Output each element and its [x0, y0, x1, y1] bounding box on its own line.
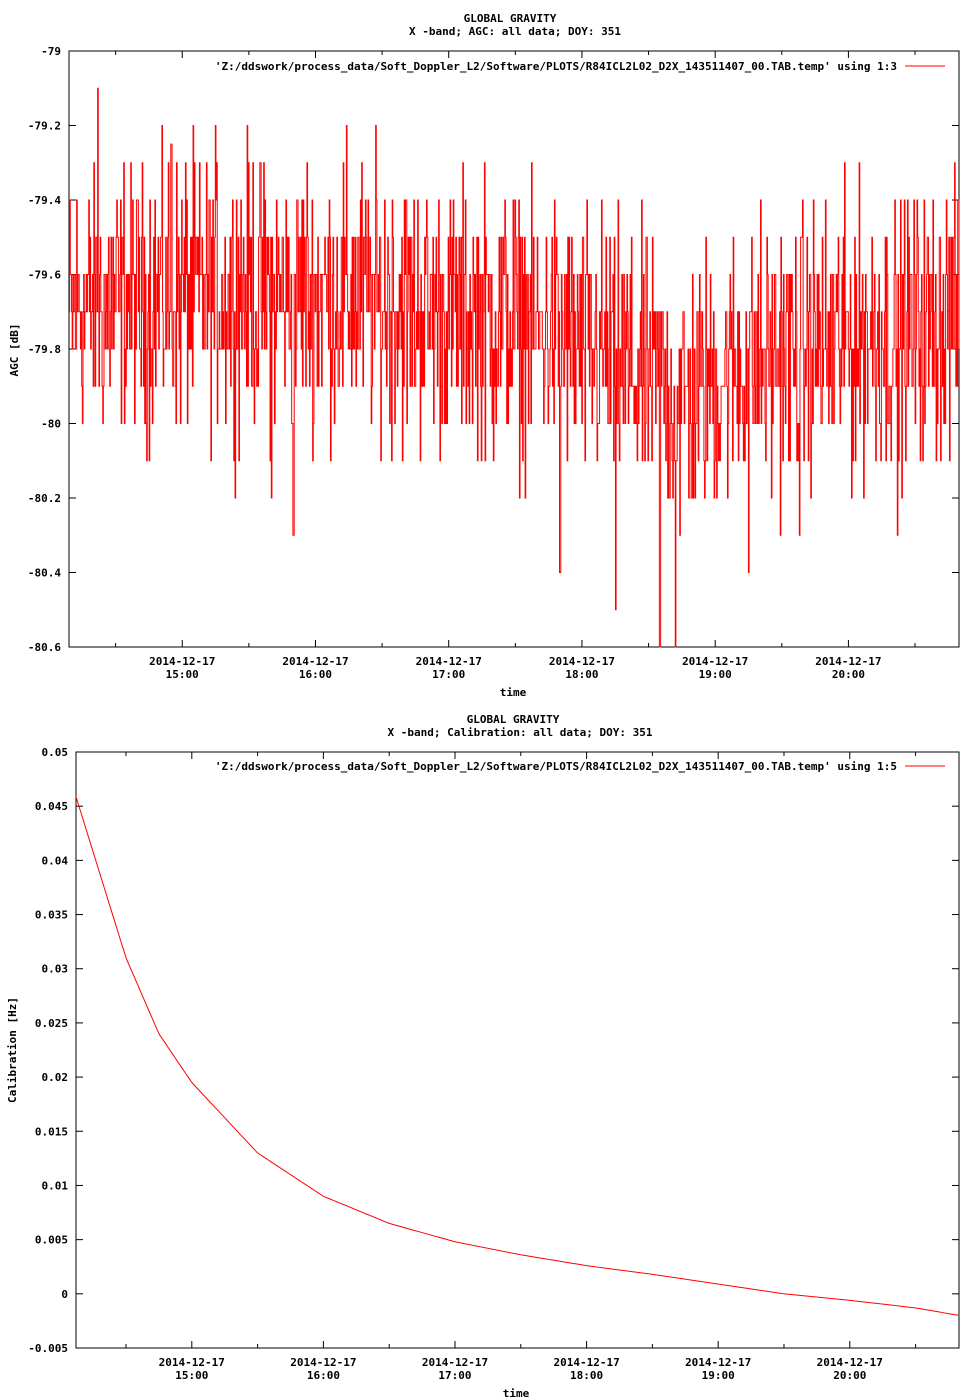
calibration-y-tick-label: -0.005	[28, 1342, 68, 1355]
calibration-y-tick-label: 0.035	[35, 909, 68, 922]
calibration-legend-label: 'Z:/ddswork/process_data/Soft_Doppler_L2…	[215, 760, 897, 773]
calibration-chart: GLOBAL GRAVITY X -band; Calibration: all…	[0, 700, 980, 1400]
calibration-y-tick-label: 0.05	[42, 746, 69, 759]
calibration-y-tick-label: 0.015	[35, 1125, 68, 1138]
calibration-plot-border	[75, 751, 960, 1349]
calibration-x-tick-time: 17:00	[438, 1369, 471, 1382]
agc-chart-subtitle: X -band; AGC: all data; DOY: 351	[409, 25, 621, 38]
agc-x-tick-time: 17:00	[432, 668, 465, 681]
calibration-x-axis-label: time	[503, 1387, 530, 1400]
agc-x-tick-time: 15:00	[166, 668, 199, 681]
agc-x-tick-date: 2014-12-17	[416, 655, 482, 668]
calibration-x-tick-date: 2014-12-17	[159, 1356, 225, 1369]
calibration-y-tick-label: 0.01	[42, 1179, 69, 1192]
agc-chart-svg: GLOBAL GRAVITY X -band; AGC: all data; D…	[8, 12, 960, 699]
agc-y-tick-label: -79.6	[28, 269, 61, 282]
calibration-y-tick-label: 0.005	[35, 1234, 68, 1247]
agc-y-tick-label: -79.4	[28, 194, 61, 207]
calibration-x-tick-date: 2014-12-17	[553, 1356, 619, 1369]
calibration-series-line	[75, 795, 960, 1316]
agc-chart: GLOBAL GRAVITY X -band; AGC: all data; D…	[8, 12, 960, 699]
calibration-y-tick-label: 0	[61, 1288, 68, 1301]
calibration-y-tick-label: 0.045	[35, 800, 68, 813]
agc-x-tick-date: 2014-12-17	[815, 655, 881, 668]
agc-y-tick-label: -80.2	[28, 492, 61, 505]
agc-x-tick-date: 2014-12-17	[682, 655, 748, 668]
calibration-x-tick-time: 15:00	[175, 1369, 208, 1382]
agc-x-tick-date: 2014-12-17	[282, 655, 348, 668]
calibration-x-tick-date: 2014-12-17	[422, 1356, 488, 1369]
calibration-x-tick-time: 18:00	[570, 1369, 603, 1382]
calibration-x-tick-time: 16:00	[307, 1369, 340, 1382]
agc-y-tick-label: -79.8	[28, 343, 61, 356]
agc-series-line	[69, 87, 960, 648]
agc-x-tick-time: 20:00	[832, 668, 865, 681]
agc-x-tick-time: 16:00	[299, 668, 332, 681]
agc-x-tick-date: 2014-12-17	[149, 655, 215, 668]
calibration-chart-svg: GLOBAL GRAVITY X -band; Calibration: all…	[6, 713, 960, 1400]
calibration-x-tick-date: 2014-12-17	[685, 1356, 751, 1369]
calibration-y-tick-label: 0.04	[42, 854, 69, 867]
agc-y-tick-label: -79.2	[28, 120, 61, 133]
agc-y-tick-label: -80.6	[28, 641, 61, 654]
agc-y-tick-label: -80.4	[28, 567, 61, 580]
calibration-x-tick-time: 19:00	[702, 1369, 735, 1382]
agc-x-tick-time: 18:00	[565, 668, 598, 681]
calibration-chart-title: GLOBAL GRAVITY	[467, 713, 560, 726]
calibration-y-tick-label: 0.025	[35, 1017, 68, 1030]
agc-x-tick-date: 2014-12-17	[549, 655, 615, 668]
calibration-x-tick-time: 20:00	[833, 1369, 866, 1382]
calibration-y-tick-label: 0.03	[42, 963, 69, 976]
calibration-y-tick-label: 0.02	[42, 1071, 69, 1084]
calibration-x-tick-date: 2014-12-17	[290, 1356, 356, 1369]
agc-legend-label: 'Z:/ddswork/process_data/Soft_Doppler_L2…	[215, 60, 897, 73]
agc-y-tick-label: -80	[41, 418, 61, 431]
agc-y-axis-label: AGC [dB]	[8, 324, 21, 377]
agc-x-tick-time: 19:00	[699, 668, 732, 681]
calibration-y-axis-label: Calibration [Hz]	[6, 997, 19, 1103]
agc-chart-title: GLOBAL GRAVITY	[464, 12, 557, 25]
agc-y-tick-label: -79	[41, 45, 61, 58]
agc-x-axis-label: time	[500, 686, 527, 699]
calibration-chart-subtitle: X -band; Calibration: all data; DOY: 351	[388, 726, 653, 739]
calibration-x-tick-date: 2014-12-17	[817, 1356, 883, 1369]
